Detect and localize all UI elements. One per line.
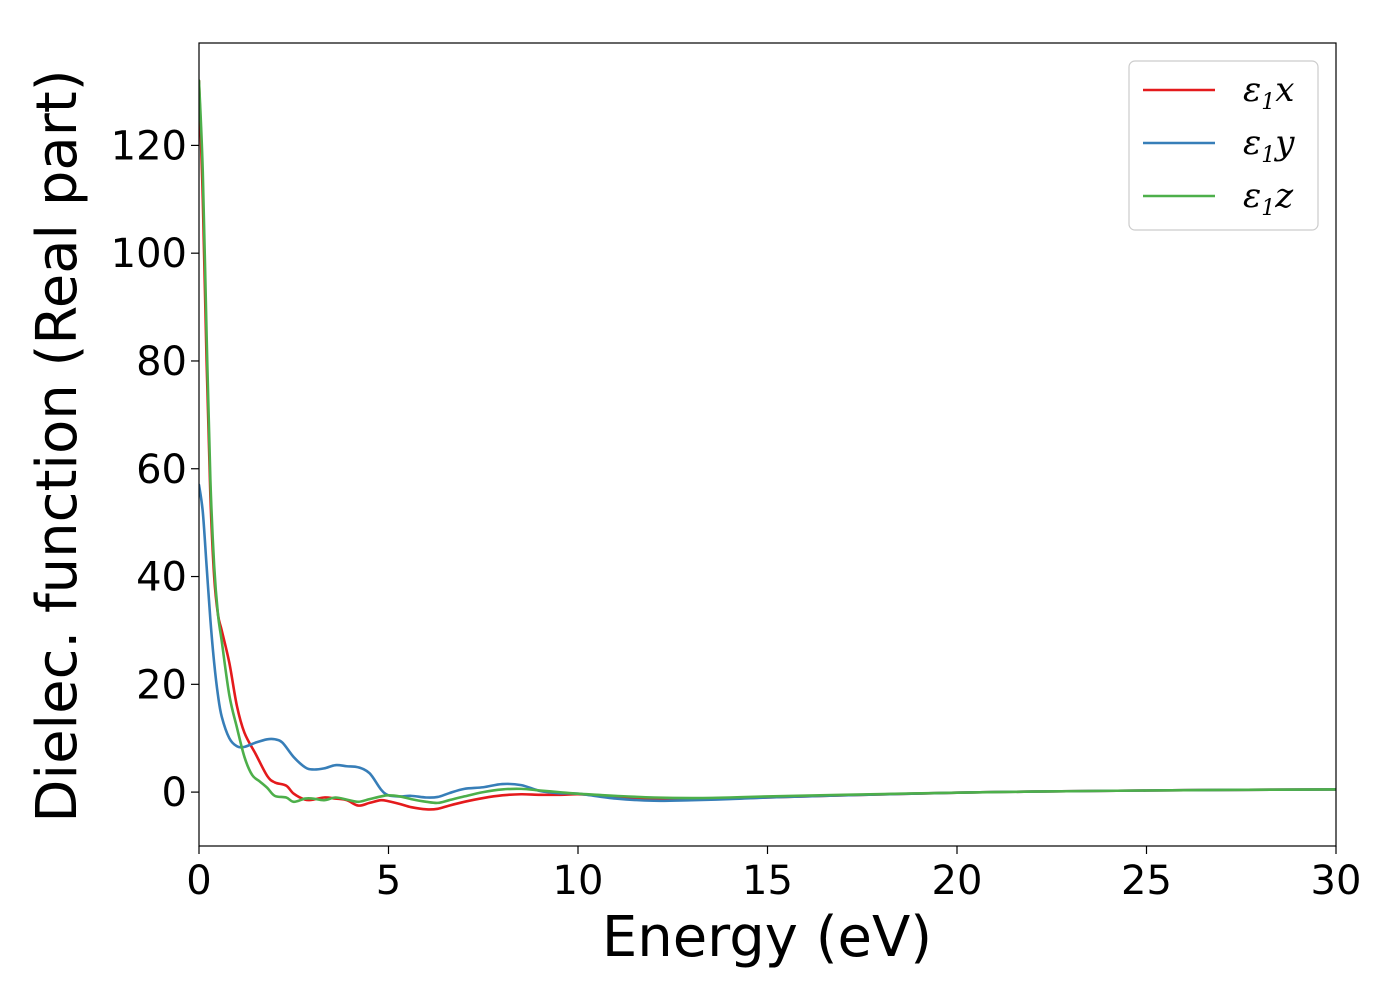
x-tick-label: 20 <box>932 858 983 904</box>
series-line-3 <box>199 79 1336 805</box>
y-tick-label: 60 <box>136 447 187 493</box>
legend-label-subscript: 1 <box>1261 143 1275 168</box>
y-axis-title: Dielec. function (Real part) <box>25 69 90 822</box>
legend-box <box>1128 60 1319 231</box>
legend-label-axis: x <box>1275 70 1294 110</box>
y-tick-label: 80 <box>136 339 187 385</box>
y-tick-label: 120 <box>111 123 187 169</box>
y-tick-label: 40 <box>136 555 187 601</box>
series-group <box>199 79 1336 811</box>
legend-label-symbol: ε <box>1243 70 1261 110</box>
y-tick-label: 0 <box>162 770 187 816</box>
legend-label-2: ε1y <box>1243 123 1295 168</box>
x-tick-label: 10 <box>553 858 604 904</box>
x-tick-label: 30 <box>1311 858 1362 904</box>
x-tick-label: 0 <box>186 858 211 904</box>
x-tick-label: 15 <box>742 858 793 904</box>
x-tick-label: 25 <box>1121 858 1172 904</box>
legend-label-axis: y <box>1273 123 1295 163</box>
y-tick-label: 100 <box>111 231 187 277</box>
y-axis-ticks: 0 20 40 60 80 100 120 <box>111 123 199 816</box>
legend-label-axis: z <box>1274 176 1294 216</box>
y-tick-label: 20 <box>136 662 187 708</box>
x-axis-ticks: 0 5 10 15 20 25 30 <box>186 846 1361 904</box>
legend-label-3: ε1z <box>1243 176 1294 221</box>
legend-label-subscript: 1 <box>1261 196 1275 221</box>
legend-label-subscript: 1 <box>1261 90 1275 115</box>
x-tick-label: 5 <box>376 858 401 904</box>
legend-label-1: ε1x <box>1243 70 1294 115</box>
x-axis-title: Energy (eV) <box>602 905 932 970</box>
legend-label-symbol: ε <box>1243 176 1261 216</box>
legend-label-symbol: ε <box>1243 123 1261 163</box>
